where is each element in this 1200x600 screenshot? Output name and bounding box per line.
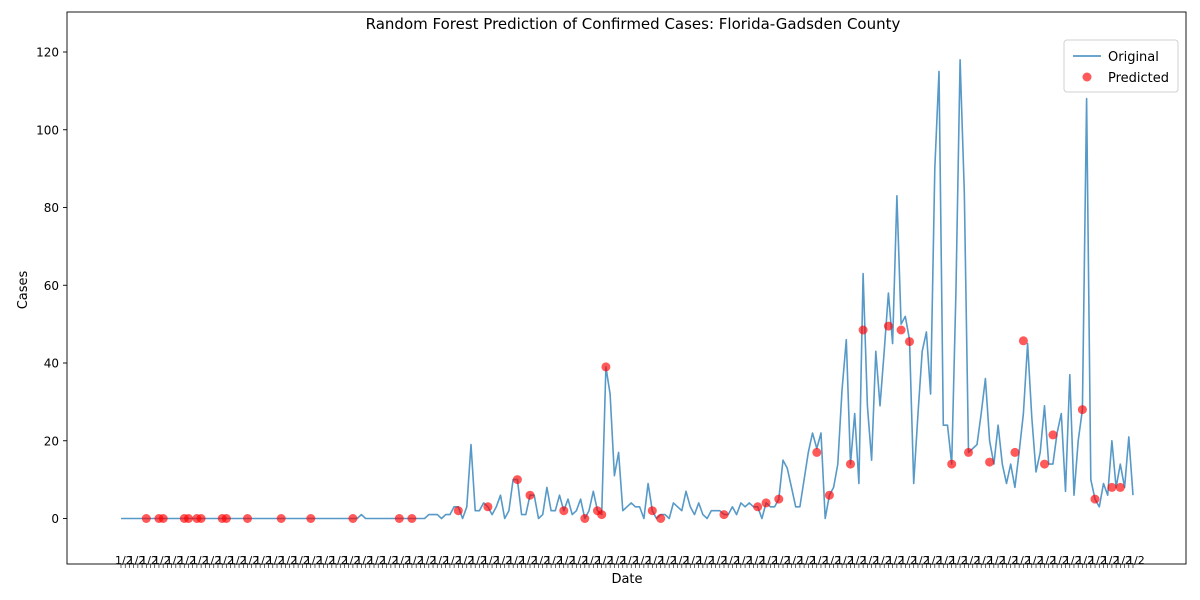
predicted-point (905, 337, 914, 347)
predicted-point (774, 494, 784, 504)
predicted-point (812, 447, 822, 457)
legend: Original Predicted (1063, 39, 1179, 93)
y-tick-label: 120 (36, 46, 59, 60)
predicted-point (824, 490, 834, 500)
legend-marker-predicted-icon (1082, 72, 1092, 82)
predicted-point (559, 506, 569, 516)
predicted-point (1040, 459, 1049, 469)
predicted-point (483, 502, 493, 512)
predicted-point (525, 490, 535, 500)
x-axis: 1/21/21/21/21/21/21/21/21/21/21/21/21/21… (115, 554, 1145, 568)
predicted-point (883, 321, 893, 331)
predicted-point (985, 457, 995, 467)
predicted-point (846, 459, 855, 469)
chart-title: Random Forest Prediction of Confirmed Ca… (366, 15, 901, 33)
y-axis: 0 20 40 60 80 100 120 (36, 46, 67, 526)
predicted-point (1107, 482, 1117, 492)
predicted-point (896, 325, 906, 335)
x-tick-label: 1/2 (1127, 554, 1145, 567)
legend-box (1063, 39, 1179, 93)
predicted-point (580, 514, 590, 523)
plot-frame (66, 11, 1187, 565)
predicted-point (647, 506, 657, 516)
predicted-point (141, 514, 151, 523)
predicted-point (394, 514, 404, 523)
predicted-point (184, 514, 193, 523)
series-line-original (121, 59, 1134, 520)
y-axis-label: Cases (16, 270, 31, 309)
predicted-point (761, 498, 771, 508)
predicted-point (1010, 447, 1020, 457)
predicted-point (947, 459, 957, 469)
predicted-point (1018, 336, 1028, 346)
y-tick-label: 100 (36, 123, 59, 137)
predicted-point (1077, 405, 1087, 415)
predicted-point (221, 514, 231, 523)
predicted-point (719, 510, 729, 520)
y-tick-label: 40 (44, 357, 59, 371)
predicted-point (964, 447, 973, 457)
plot-area (121, 59, 1134, 523)
predicted-point (453, 506, 463, 516)
y-tick-label: 60 (44, 279, 59, 293)
predicted-point (407, 514, 417, 523)
predicted-point (348, 514, 358, 523)
predicted-point (858, 325, 868, 335)
y-tick-label: 80 (44, 201, 59, 215)
y-tick-label: 20 (44, 434, 59, 448)
predicted-point (512, 475, 522, 485)
predicted-point (158, 514, 168, 523)
predicted-point (597, 510, 607, 520)
predicted-point (656, 514, 666, 523)
predicted-point (1090, 494, 1100, 504)
predicted-point (196, 514, 206, 523)
predicted-point (601, 362, 611, 372)
predicted-point (1048, 430, 1058, 440)
predicted-point (1115, 482, 1125, 492)
legend-label-original: Original (1108, 50, 1159, 65)
predicted-point (276, 514, 286, 523)
series-points-predicted (141, 321, 1125, 523)
predicted-point (753, 502, 763, 512)
legend-label-predicted: Predicted (1108, 71, 1169, 86)
predicted-point (306, 514, 316, 523)
y-tick-label: 0 (51, 512, 59, 526)
x-axis-label: Date (611, 572, 642, 587)
predicted-point (243, 514, 252, 523)
